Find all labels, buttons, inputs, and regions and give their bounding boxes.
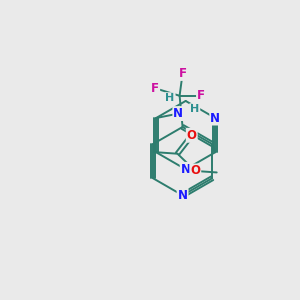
Text: H: H bbox=[190, 104, 199, 114]
Text: N: N bbox=[210, 112, 220, 124]
Text: F: F bbox=[178, 67, 187, 80]
Text: N: N bbox=[181, 163, 191, 176]
Text: F: F bbox=[197, 89, 205, 102]
Text: N: N bbox=[178, 189, 188, 202]
Text: O: O bbox=[190, 164, 200, 178]
Text: F: F bbox=[151, 82, 159, 95]
Text: H: H bbox=[165, 93, 175, 103]
Text: N: N bbox=[173, 107, 183, 120]
Text: O: O bbox=[187, 129, 197, 142]
